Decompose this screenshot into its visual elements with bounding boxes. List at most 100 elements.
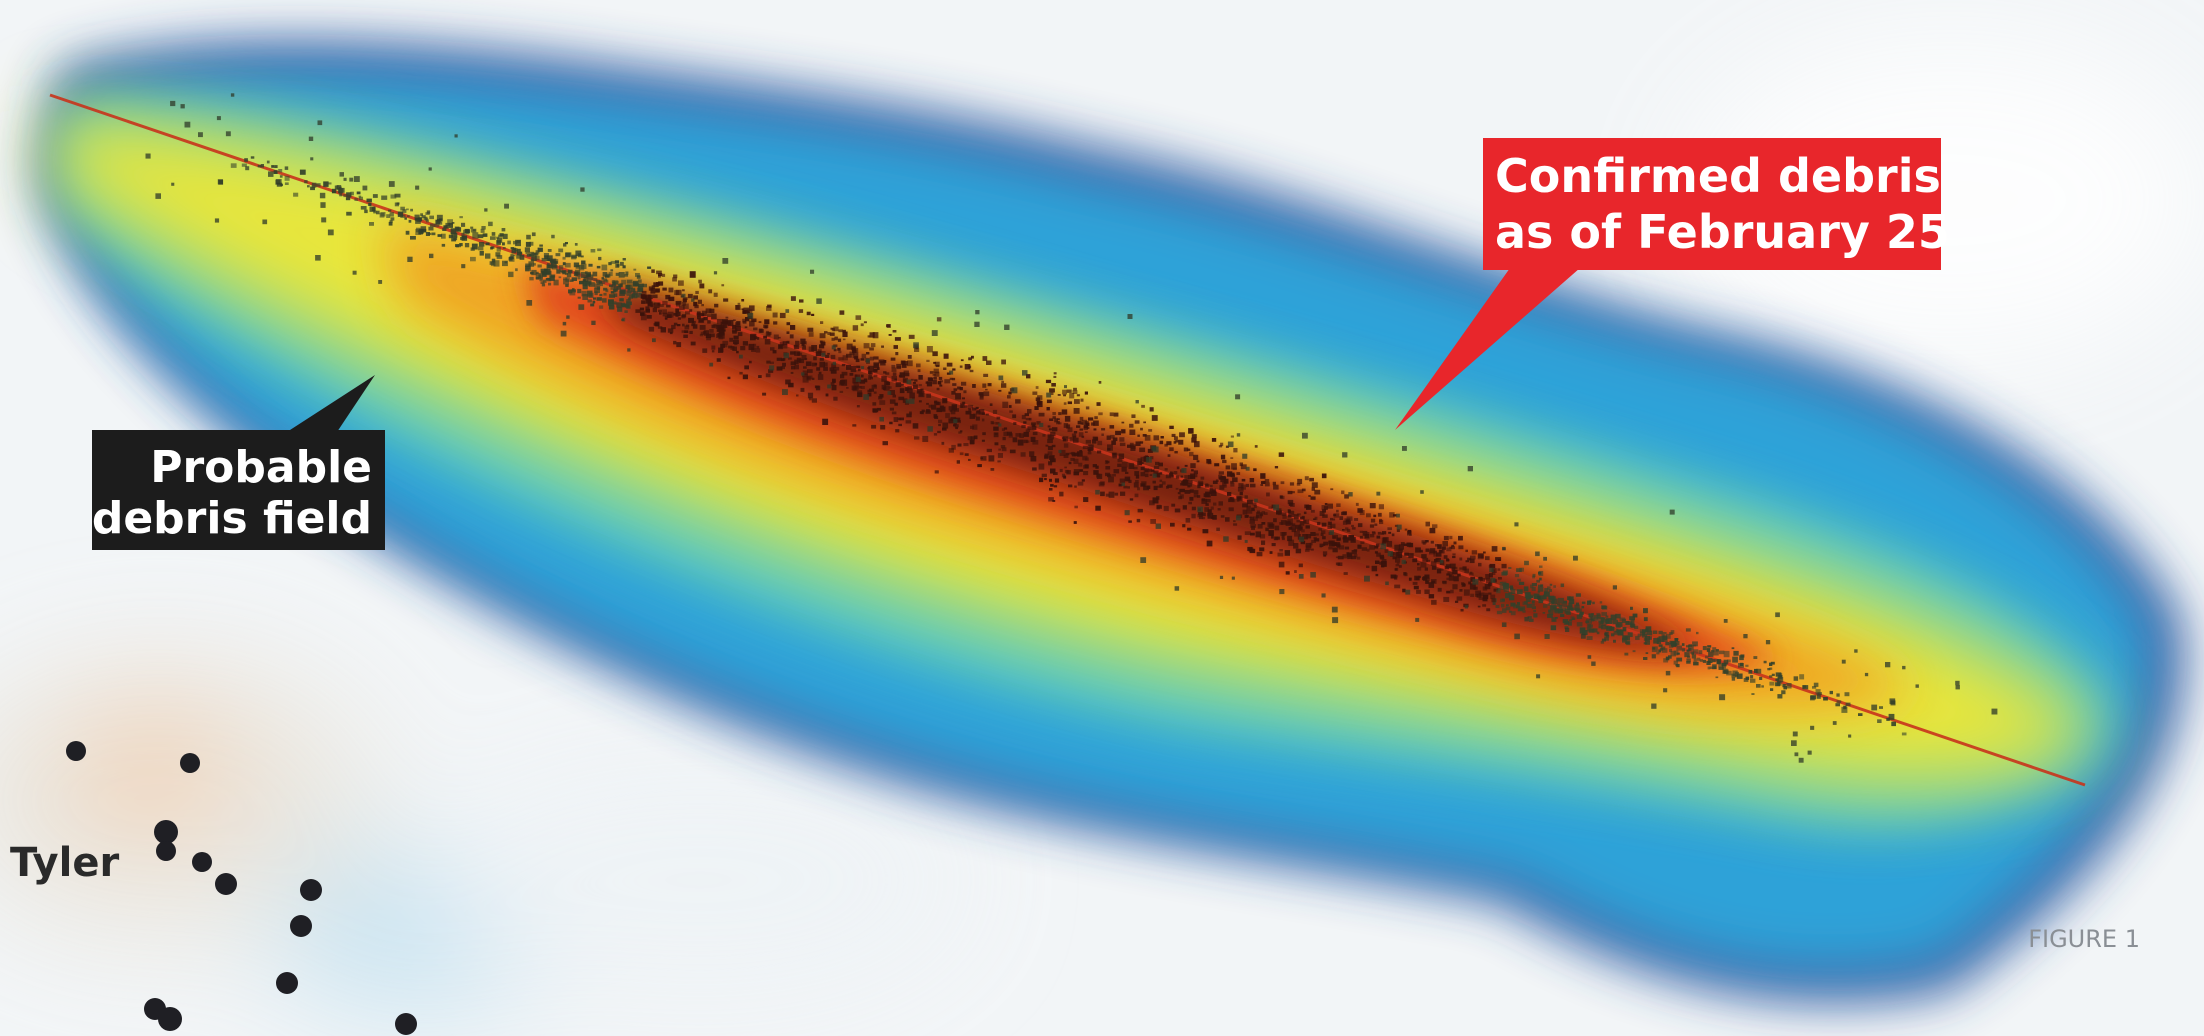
debris-point [1097, 450, 1102, 454]
debris-point [1547, 613, 1553, 618]
debris-point [1991, 708, 1998, 715]
debris-point [471, 243, 478, 250]
debris-point [1032, 440, 1039, 445]
debris-point [1422, 557, 1429, 562]
debris-point [986, 448, 992, 453]
debris-point [906, 379, 912, 385]
confirmed-debris-points [145, 93, 1998, 763]
debris-point [637, 279, 642, 283]
debris-point [1723, 670, 1726, 673]
debris-point [450, 228, 457, 235]
debris-point [1387, 551, 1393, 557]
debris-point [626, 301, 632, 306]
debris-point [1012, 437, 1018, 443]
debris-point [1308, 495, 1311, 497]
debris-point [1291, 491, 1295, 494]
debris-point [577, 276, 581, 280]
debris-point [1461, 582, 1465, 585]
debris-point [954, 424, 959, 428]
debris-point [1080, 398, 1084, 402]
debris-point [1665, 670, 1671, 676]
debris-point [829, 332, 835, 336]
debris-point [1385, 581, 1389, 586]
debris-point [428, 232, 432, 235]
debris-point [369, 222, 374, 226]
debris-point [725, 316, 729, 319]
debris-point [1114, 492, 1119, 496]
debris-point [1585, 620, 1589, 624]
debris-point [975, 406, 979, 410]
debris-point [1318, 528, 1322, 531]
debris-point [1009, 410, 1013, 413]
debris-point [892, 394, 896, 398]
debris-point [965, 410, 972, 415]
debris-point [1064, 469, 1069, 474]
debris-point [451, 222, 455, 224]
debris-point [587, 299, 592, 303]
debris-point [1073, 458, 1079, 464]
debris-point [859, 379, 866, 384]
debris-point [544, 255, 548, 260]
debris-point [1067, 401, 1072, 405]
debris-point [1369, 503, 1376, 509]
debris-point [1342, 537, 1346, 540]
debris-point [1810, 695, 1816, 700]
debris-point [1539, 577, 1542, 581]
debris-point [624, 310, 628, 313]
debris-point [707, 314, 712, 317]
debris-point [779, 341, 784, 346]
debris-point [1128, 462, 1134, 469]
debris-point [346, 192, 352, 198]
debris-point [723, 298, 729, 302]
debris-point [912, 397, 915, 400]
debris-point [744, 365, 749, 370]
debris-point [1543, 556, 1547, 561]
debris-point [1475, 590, 1481, 595]
debris-point [592, 271, 598, 277]
debris-point [1134, 420, 1140, 424]
debris-point [1134, 493, 1139, 498]
debris-point [1197, 506, 1203, 513]
debris-point [665, 294, 671, 300]
debris-point [866, 352, 870, 355]
debris-point [530, 258, 535, 262]
debris-point [811, 398, 817, 403]
debris-point [1104, 461, 1109, 465]
debris-point [420, 213, 423, 217]
debris-point [1552, 619, 1556, 622]
debris-point [1835, 703, 1840, 707]
debris-point [1792, 731, 1798, 737]
debris-point [1100, 481, 1105, 486]
debris-point [1538, 584, 1542, 588]
debris-point [587, 280, 592, 285]
debris-point [1392, 556, 1397, 560]
debris-point [550, 274, 556, 278]
debris-point [709, 329, 714, 333]
debris-point [547, 249, 552, 252]
debris-point [565, 252, 572, 257]
debris-point [477, 234, 484, 239]
debris-point [575, 265, 581, 269]
debris-point [1197, 495, 1201, 498]
debris-point [260, 164, 264, 168]
debris-point [1775, 672, 1782, 677]
debris-point [1248, 547, 1254, 552]
debris-point [1591, 628, 1598, 633]
debris-point [840, 374, 845, 379]
debris-point [343, 194, 347, 198]
debris-point [535, 273, 542, 279]
debris-point [1030, 456, 1037, 462]
debris-point [985, 388, 988, 391]
debris-point [1191, 437, 1197, 443]
debris-point [830, 354, 836, 360]
debris-point [919, 411, 924, 414]
debris-point [1443, 555, 1448, 559]
debris-point [1605, 615, 1609, 618]
debris-point [1260, 473, 1266, 479]
debris-point [1032, 391, 1038, 395]
debris-point [580, 255, 584, 258]
debris-point [1346, 516, 1353, 521]
debris-point [741, 299, 745, 302]
debris-point [1433, 553, 1438, 557]
debris-point [317, 120, 323, 126]
